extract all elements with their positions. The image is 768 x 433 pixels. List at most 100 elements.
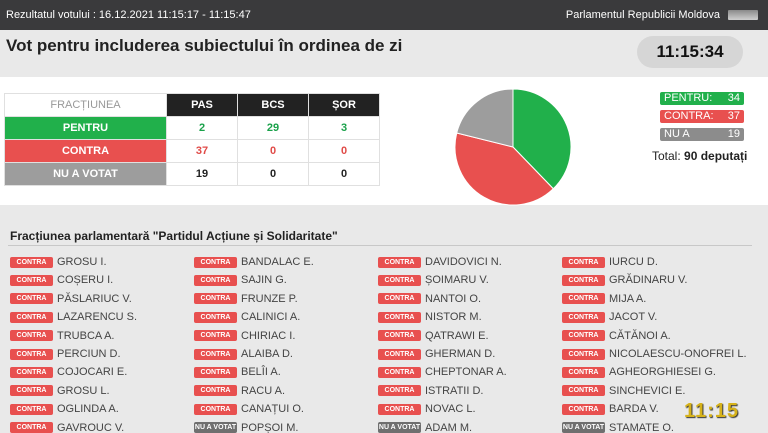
legend-label: PENTRU:: [664, 92, 713, 104]
deputy-item: NU A VOTAT STAMATE O.: [562, 421, 674, 433]
vote-badge: CONTRA: [378, 348, 421, 360]
deputy-name: OGLINDA A.: [57, 403, 119, 416]
deputy-name: ISTRATII D.: [425, 384, 484, 397]
vote-badge: CONTRA: [10, 274, 53, 286]
divider: [8, 245, 752, 246]
vote-badge: CONTRA: [10, 348, 53, 360]
vote-badge: CONTRA: [10, 293, 53, 305]
deputy-name: STAMATE O.: [609, 421, 674, 433]
parliament-name: Parlamentul Republicii Moldova: [565, 9, 720, 21]
deputy-item: CONTRA FRUNZE P.: [194, 292, 298, 306]
vote-badge: CONTRA: [10, 311, 53, 323]
column-header: BCS: [237, 93, 309, 117]
deputy-item: CONTRA LAZARENCU S.: [10, 310, 137, 324]
vote-badge: CONTRA: [562, 403, 605, 415]
deputy-name: CANAȚUI O.: [241, 403, 304, 416]
deputy-item: CONTRA ALAIBA D.: [194, 347, 293, 361]
legend-nu-a-votat: NU A VOTAT: 19: [660, 128, 744, 153]
deputy-name: IURCU D.: [609, 256, 658, 268]
deputy-item: CONTRA RACU A.: [194, 384, 285, 398]
deputy-name: NISTOR M.: [425, 311, 482, 324]
deputy-name: ADAM M.: [425, 421, 473, 433]
deputy-item: CONTRA BARDA V.: [562, 402, 659, 416]
cell-value: 29: [237, 116, 309, 140]
legend-value: 34: [727, 92, 740, 104]
total: Total: 90 deputați: [652, 149, 747, 163]
vote-badge: CONTRA: [194, 293, 237, 305]
vote-badge: CONTRA: [562, 293, 605, 305]
row-label-pentru: PENTRU: [4, 116, 167, 140]
deputy-name: BELÎI A.: [241, 366, 281, 379]
vote-badge: CONTRA: [378, 256, 421, 268]
legend-value: 19: [727, 128, 740, 140]
deputy-item: NU A VOTAT POPȘOI M.: [194, 421, 298, 433]
cell-value: 0: [308, 162, 380, 186]
vote-badge: CONTRA: [10, 366, 53, 378]
deputy-item: CONTRA ISTRATII D.: [378, 384, 483, 398]
deputy-name: BANDALAC E.: [241, 256, 314, 268]
cell-value: 3: [308, 116, 380, 140]
deputy-item: CONTRA SINCHEVICI E.: [562, 384, 685, 398]
vote-badge: CONTRA: [378, 366, 421, 378]
deputy-name: GROSU L.: [57, 384, 110, 397]
pie-slice-pentru: [512, 88, 572, 190]
deputy-item: CONTRA QATRAWI E.: [378, 329, 489, 343]
column-header: ȘOR: [308, 93, 380, 117]
deputy-item: CONTRA GAVROUC V.: [10, 421, 124, 433]
deputy-item: CONTRA IURCU D.: [562, 255, 658, 269]
vote-pie-chart: [454, 88, 572, 206]
vote-badge: CONTRA: [378, 403, 421, 415]
vote-badge: CONTRA: [10, 330, 53, 342]
total-value: 90 deputați: [684, 149, 748, 163]
vote-badge: CONTRA: [562, 256, 605, 268]
flag-icon: [728, 10, 758, 20]
deputy-item: CONTRA NICOLAESCU-ONOFREI L.: [562, 347, 747, 361]
deputy-name: TRUBCA A.: [57, 329, 115, 342]
pie-slice-nu-a-votat: [456, 88, 514, 148]
vote-badge: CONTRA: [562, 385, 605, 397]
cell-value: 0: [237, 162, 309, 186]
legend-pentru: PENTRU: 34: [660, 92, 744, 105]
deputy-name: CHIRIAC I.: [241, 329, 296, 342]
top-bar: Rezultatul votului : 16.12.2021 11:15:17…: [0, 0, 768, 30]
deputy-name: POPȘOI M.: [241, 421, 299, 433]
deputy-name: BARDA V.: [609, 403, 659, 416]
deputy-item: CONTRA CALINICI A.: [194, 310, 300, 324]
deputy-item: CONTRA GROSU I.: [10, 255, 107, 269]
deputy-item: CONTRA NANTOI O.: [378, 292, 481, 306]
table-row: CONTRA 37 0 0: [4, 139, 380, 163]
deputy-item: CONTRA NOVAC L.: [378, 402, 476, 416]
deputy-item: CONTRA CHIRIAC I.: [194, 329, 295, 343]
deputy-name: RACU A.: [241, 384, 286, 397]
legend-contra: CONTRA: 37: [660, 110, 744, 123]
deputy-name: LAZARENCU S.: [57, 311, 138, 324]
cell-value: 19: [166, 162, 238, 186]
deputy-name: SINCHEVICI E.: [609, 384, 686, 397]
deputy-item: CONTRA BELÎI A.: [194, 365, 281, 379]
deputy-name: SAJIN G.: [241, 274, 287, 287]
deputy-item: CONTRA COȘERU I.: [10, 273, 113, 287]
column-header: PAS: [166, 93, 238, 117]
vote-badge: CONTRA: [378, 293, 421, 305]
vote-badge: CONTRA: [562, 330, 605, 342]
row-label-contra: CONTRA: [4, 139, 167, 163]
deputy-item: CONTRA COJOCARI E.: [10, 365, 127, 379]
cell-value: 0: [308, 139, 380, 163]
deputy-name: COJOCARI E.: [57, 366, 128, 379]
deputy-item: CONTRA NISTOR M.: [378, 310, 482, 324]
vote-badge: CONTRA: [378, 385, 421, 397]
vote-badge: CONTRA: [10, 256, 53, 268]
vote-title: Vot pentru includerea subiectului în ord…: [6, 36, 403, 55]
deputy-name: NANTOI O.: [425, 292, 482, 305]
deputy-item: CONTRA DAVIDOVICI N.: [378, 255, 502, 269]
vote-badge: CONTRA: [10, 422, 53, 433]
deputies-grid: CONTRA GROSU I. CONTRA COȘERU I. CONTRA PĂSLA…: [10, 255, 760, 433]
vote-badge: CONTRA: [378, 274, 421, 286]
deputy-item: CONTRA CĂTĂNOI A.: [562, 329, 671, 343]
deputy-item: CONTRA JACOT V.: [562, 310, 657, 324]
deputy-name: FRUNZE P.: [241, 292, 298, 305]
vote-badge: CONTRA: [562, 348, 605, 360]
deputy-item: CONTRA ȘOIMARU V.: [378, 273, 489, 287]
legend: PENTRU: 34 CONTRA: 37 NU A VOTAT: 19: [660, 92, 744, 153]
deputy-name: CĂTĂNOI A.: [609, 329, 671, 342]
